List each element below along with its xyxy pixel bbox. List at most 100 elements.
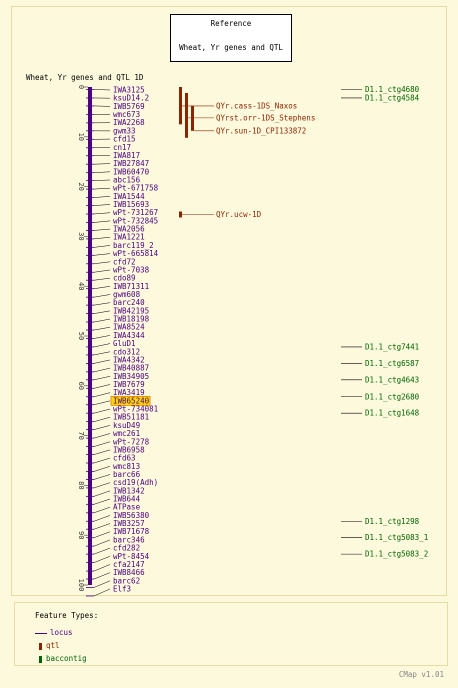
- locus-connector: [93, 351, 111, 356]
- locus-label[interactable]: ksuD14.2: [113, 94, 149, 103]
- locus-connector: [93, 367, 111, 373]
- locus-label[interactable]: wPt-671758: [113, 184, 159, 193]
- locus-label[interactable]: IWB1342: [113, 486, 145, 495]
- locus-connector: [93, 376, 111, 381]
- locus-label[interactable]: IWB34905: [113, 372, 149, 381]
- locus-label[interactable]: cdo89: [113, 274, 136, 283]
- locus-label[interactable]: IWB8466: [113, 568, 145, 577]
- qtl-label[interactable]: QYrst.orr-1DS_Stephens: [216, 113, 315, 122]
- qtl-label[interactable]: QYr.sun-1D_CPI133872: [216, 126, 306, 135]
- locus-label[interactable]: ksuD49: [113, 421, 140, 430]
- locus-label[interactable]: IWB5769: [113, 102, 145, 111]
- locus-connector: [93, 261, 111, 265]
- locus-label[interactable]: cfa2147: [113, 560, 145, 569]
- qtl-bar[interactable]: [191, 105, 194, 131]
- locus-label[interactable]: gwm33: [113, 126, 136, 135]
- locus-connector: [93, 474, 111, 480]
- locus-label[interactable]: cfd15: [113, 135, 136, 144]
- locus-label[interactable]: abc156: [113, 175, 141, 184]
- contig-label[interactable]: D1.1_ctg5083_2: [365, 550, 428, 559]
- contig-label[interactable]: D1.1_ctg2680: [365, 392, 420, 401]
- locus-label[interactable]: csd19(Adh): [113, 478, 158, 487]
- locus-label[interactable]: gwm608: [113, 290, 141, 299]
- locus-label[interactable]: IWB18198: [113, 315, 150, 324]
- highlight-box: [110, 395, 151, 406]
- locus-label[interactable]: ATPase: [113, 503, 141, 512]
- locus-label[interactable]: IWA8524: [113, 323, 145, 332]
- legend-label: locus: [50, 628, 73, 637]
- contig-label[interactable]: D1.1_ctg1298: [365, 517, 420, 526]
- locus-label[interactable]: IWA3419: [113, 388, 145, 397]
- locus-label[interactable]: cfd282: [113, 544, 140, 553]
- contig-label[interactable]: D1.1_ctg5083_1: [365, 533, 428, 542]
- locus-label[interactable]: cdo312: [113, 347, 140, 356]
- locus-label[interactable]: barc240: [113, 298, 145, 307]
- locus-label[interactable]: IWB27847: [113, 159, 149, 168]
- locus-label[interactable]: wmc673: [113, 110, 140, 119]
- locus-label[interactable]: IWB51181: [113, 413, 149, 422]
- locus-label[interactable]: IWA4342: [113, 355, 145, 364]
- locus-label[interactable]: IWA817: [113, 151, 140, 160]
- locus-label[interactable]: IWB71678: [113, 527, 150, 536]
- contig-label[interactable]: D1.1_ctg4643: [365, 375, 419, 384]
- locus-label[interactable]: IWA4344: [113, 331, 145, 340]
- locus-label[interactable]: barc346: [113, 535, 145, 544]
- locus-label[interactable]: barc62: [113, 576, 140, 585]
- locus-label[interactable]: IWA2268: [113, 118, 145, 127]
- locus-label[interactable]: IWB56380: [113, 511, 150, 520]
- qtl-bar[interactable]: [185, 92, 188, 138]
- locus-label[interactable]: barc119_2: [113, 241, 154, 250]
- locus-label[interactable]: IWA1544: [113, 192, 145, 201]
- locus-label[interactable]: IWB3257: [113, 519, 145, 528]
- locus-label[interactable]: Elf3: [113, 585, 131, 594]
- locus-label[interactable]: IWB644: [113, 495, 141, 504]
- locus-label[interactable]: wPt-731267: [113, 208, 158, 217]
- locus-connector: [93, 498, 111, 505]
- locus-label[interactable]: wPt-665814: [113, 249, 159, 258]
- locus-label[interactable]: IWB15693: [113, 200, 149, 209]
- locus-connector: [93, 196, 111, 198]
- locus-label[interactable]: IWA3125: [113, 86, 145, 95]
- contig-label[interactable]: D1.1_ctg6587: [365, 359, 419, 368]
- locus-label[interactable]: wPt-7278: [113, 437, 150, 446]
- locus-label[interactable]: IWB65240: [113, 396, 150, 405]
- locus-connector: [93, 400, 111, 405]
- locus-label[interactable]: wmc261: [113, 429, 140, 438]
- qtl-bar[interactable]: [179, 211, 182, 218]
- locus-label[interactable]: cn17: [113, 143, 131, 152]
- locus-connector: [93, 588, 111, 597]
- contig-label[interactable]: D1.1_ctg4584: [365, 93, 420, 102]
- locus-label[interactable]: wmc813: [113, 462, 140, 471]
- locus-label[interactable]: GluD1: [113, 339, 136, 348]
- locus-label[interactable]: IWB6958: [113, 445, 145, 454]
- locus-label[interactable]: IWB40887: [113, 364, 149, 373]
- locus-connector: [93, 163, 111, 165]
- contig-label[interactable]: D1.1_ctg1648: [365, 409, 420, 418]
- locus-label[interactable]: wPt-734081: [113, 405, 158, 414]
- locus-connector: [93, 89, 111, 91]
- locus-label[interactable]: IWB60470: [113, 167, 150, 176]
- locus-label[interactable]: IWA1221: [113, 233, 145, 242]
- scale-tick-label: 80: [77, 481, 85, 489]
- scale-tick-label: 40: [77, 282, 85, 290]
- locus-label[interactable]: IWB42195: [113, 306, 149, 315]
- locus-label[interactable]: IWA2056: [113, 225, 145, 234]
- locus-label[interactable]: IWB71311: [113, 282, 149, 291]
- qtl-label[interactable]: QYr.ucw-1D: [216, 210, 262, 219]
- locus-connector: [93, 466, 111, 472]
- locus-label[interactable]: wPt-8454: [113, 552, 150, 561]
- locus-label[interactable]: barc66: [113, 470, 141, 479]
- locus-label[interactable]: wPt-7038: [113, 265, 150, 274]
- locus-label[interactable]: cfd63: [113, 454, 136, 463]
- qtl-bar[interactable]: [179, 87, 182, 125]
- locus-connector: [93, 302, 111, 306]
- contig-label[interactable]: D1.1_ctg7441: [365, 342, 419, 351]
- locus-label[interactable]: IWB7679: [113, 380, 145, 389]
- contig-label[interactable]: D1.1_ctg4680: [365, 85, 420, 94]
- scale-tick-label: 20: [77, 182, 85, 190]
- locus-label[interactable]: wPt-732845: [113, 216, 158, 225]
- locus-label[interactable]: cfd72: [113, 257, 136, 266]
- reference-box[interactable]: Reference Wheat, Yr genes and QTL: [170, 14, 292, 62]
- qtl-label[interactable]: QYr.cass-1DS_Naxos: [216, 101, 297, 110]
- locus-connector: [93, 384, 111, 389]
